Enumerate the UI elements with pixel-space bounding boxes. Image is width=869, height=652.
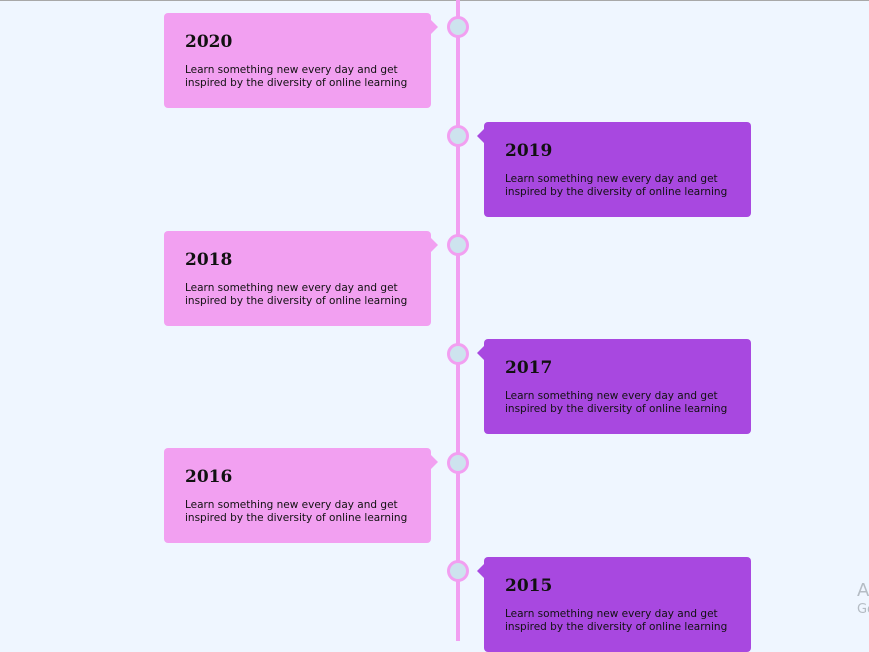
timeline-dot xyxy=(447,343,469,365)
timeline-axis xyxy=(456,0,460,641)
timeline-year: 2019 xyxy=(505,141,553,161)
top-border xyxy=(0,0,869,1)
timeline-card: 2019 Learn something new every day and g… xyxy=(477,122,751,217)
timeline-description: Learn something new every day and get in… xyxy=(185,499,408,524)
watermark-line-1: A xyxy=(856,580,869,601)
timeline-description: Learn something new every day and get in… xyxy=(185,64,408,89)
timeline-description: Learn something new every day and get in… xyxy=(505,173,728,198)
timeline-card: 2015 Learn something new every day and g… xyxy=(477,557,751,652)
timeline-description: Learn something new every day and get in… xyxy=(505,390,728,415)
timeline-year: 2020 xyxy=(185,32,233,52)
timeline-dot xyxy=(447,452,469,474)
timeline-dot xyxy=(447,560,469,582)
timeline-description: Learn something new every day and get in… xyxy=(185,282,408,307)
timeline-year: 2018 xyxy=(185,250,233,270)
activation-watermark: A Go xyxy=(857,580,869,618)
timeline-card: 2016 Learn something new every day and g… xyxy=(164,448,438,543)
timeline-year: 2015 xyxy=(505,576,553,596)
timeline-dot xyxy=(447,234,469,256)
timeline-card: 2018 Learn something new every day and g… xyxy=(164,231,438,326)
timeline-year: 2016 xyxy=(185,467,233,487)
timeline-card: 2020 Learn something new every day and g… xyxy=(164,13,438,108)
timeline-card: 2017 Learn something new every day and g… xyxy=(477,339,751,434)
timeline-dot xyxy=(447,125,469,147)
timeline-dot xyxy=(447,16,469,38)
timeline-year: 2017 xyxy=(505,358,553,378)
watermark-line-2: Go xyxy=(856,602,869,617)
timeline-description: Learn something new every day and get in… xyxy=(505,608,728,633)
